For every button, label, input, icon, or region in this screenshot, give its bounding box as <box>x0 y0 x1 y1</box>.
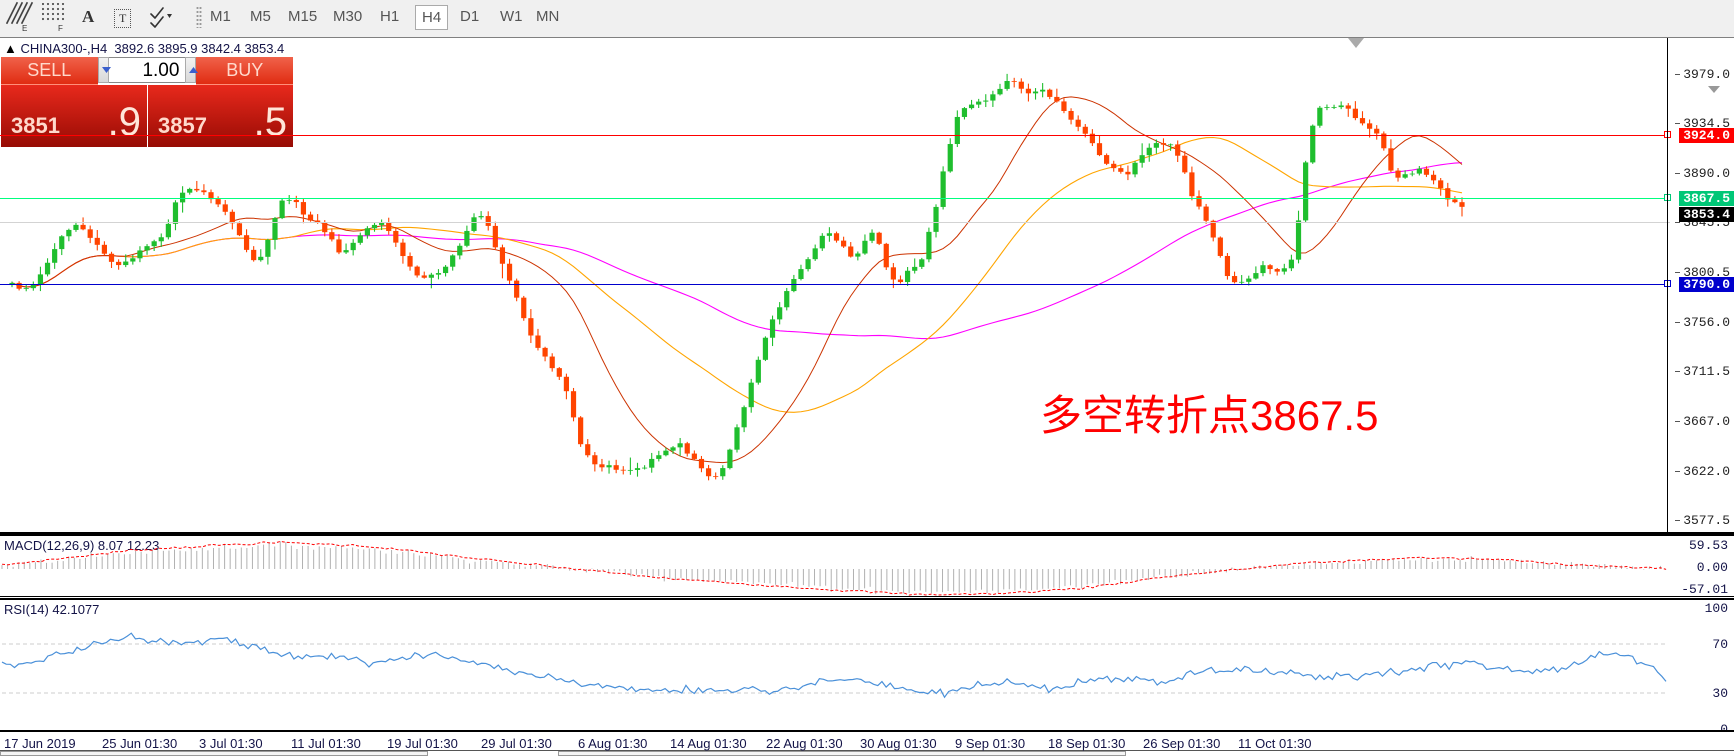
svg-text:E: E <box>22 24 27 33</box>
svg-text:F: F <box>58 24 63 33</box>
